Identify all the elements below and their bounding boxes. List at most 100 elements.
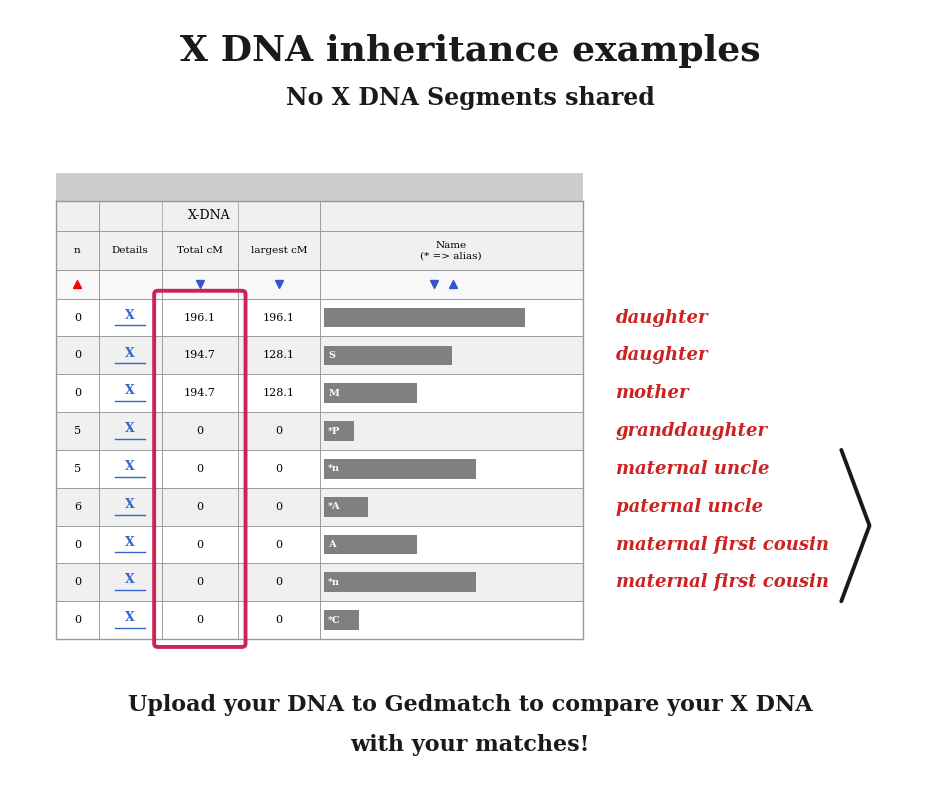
Bar: [238, 299, 320, 336]
Bar: [238, 563, 320, 601]
Text: 0: 0: [196, 615, 203, 625]
Text: X-DNA: X-DNA: [188, 210, 230, 222]
Text: mother: mother: [616, 385, 689, 402]
Bar: [56, 299, 99, 336]
Text: No X DNA Segments shared: No X DNA Segments shared: [286, 87, 654, 110]
Text: *n: *n: [328, 464, 340, 474]
Text: 0: 0: [275, 464, 282, 474]
Text: 0: 0: [275, 615, 282, 625]
Bar: [320, 412, 583, 450]
Bar: [238, 374, 320, 412]
Text: 0: 0: [275, 426, 282, 436]
Bar: [162, 526, 238, 563]
Bar: [56, 450, 99, 488]
Text: maternal first cousin: maternal first cousin: [616, 536, 829, 553]
Bar: [320, 231, 583, 270]
Bar: [324, 573, 476, 592]
Bar: [324, 459, 476, 478]
Text: 0: 0: [275, 540, 282, 549]
Bar: [99, 231, 162, 270]
Bar: [162, 299, 238, 336]
Bar: [99, 201, 320, 231]
Bar: [238, 336, 320, 374]
Bar: [320, 450, 583, 488]
Bar: [320, 526, 583, 563]
Text: M: M: [328, 388, 339, 398]
Text: daughter: daughter: [616, 347, 708, 364]
Bar: [238, 270, 320, 299]
Bar: [99, 374, 162, 412]
Text: 196.1: 196.1: [263, 313, 295, 322]
Text: X: X: [125, 460, 135, 473]
Text: 5: 5: [74, 464, 81, 474]
Text: X: X: [125, 574, 135, 586]
Text: 0: 0: [196, 578, 203, 587]
Text: 0: 0: [74, 540, 81, 549]
Bar: [320, 374, 583, 412]
Bar: [324, 308, 525, 327]
Bar: [324, 535, 417, 554]
Text: *A: *A: [328, 502, 340, 511]
Text: maternal first cousin: maternal first cousin: [616, 574, 829, 591]
Text: S: S: [328, 351, 335, 360]
Text: 128.1: 128.1: [263, 351, 295, 360]
Text: X: X: [125, 536, 135, 548]
Text: X: X: [125, 498, 135, 511]
Bar: [238, 412, 320, 450]
Text: X: X: [125, 347, 135, 359]
Bar: [162, 336, 238, 374]
Bar: [238, 231, 320, 270]
Bar: [320, 488, 583, 526]
Text: X: X: [125, 385, 135, 397]
Bar: [99, 299, 162, 336]
Bar: [99, 412, 162, 450]
Bar: [56, 374, 99, 412]
Bar: [320, 270, 583, 299]
Text: X: X: [125, 422, 135, 435]
Text: daughter: daughter: [616, 309, 708, 326]
Bar: [320, 336, 583, 374]
Bar: [56, 412, 99, 450]
Text: 128.1: 128.1: [263, 388, 295, 398]
Bar: [56, 173, 583, 201]
Text: 194.7: 194.7: [184, 351, 216, 360]
Bar: [324, 346, 451, 365]
Text: 6: 6: [74, 502, 81, 511]
Bar: [162, 488, 238, 526]
Text: 0: 0: [196, 540, 203, 549]
Bar: [99, 601, 162, 639]
Bar: [320, 563, 583, 601]
Text: Total cM: Total cM: [177, 246, 223, 255]
Bar: [99, 270, 162, 299]
Text: *n: *n: [328, 578, 340, 587]
Bar: [162, 231, 238, 270]
Bar: [56, 601, 99, 639]
Text: A: A: [328, 540, 336, 549]
Bar: [324, 384, 417, 403]
Text: *C: *C: [328, 615, 341, 625]
Bar: [162, 412, 238, 450]
Text: maternal uncle: maternal uncle: [616, 460, 769, 478]
Bar: [238, 488, 320, 526]
Text: *P: *P: [328, 426, 340, 436]
Text: largest cM: largest cM: [251, 246, 307, 255]
Text: n: n: [74, 246, 81, 255]
Bar: [238, 450, 320, 488]
Bar: [56, 526, 99, 563]
Text: X: X: [125, 309, 135, 322]
Bar: [324, 611, 358, 630]
Text: 0: 0: [74, 615, 81, 625]
Text: 0: 0: [275, 502, 282, 511]
Bar: [99, 336, 162, 374]
Bar: [320, 201, 583, 231]
Bar: [99, 450, 162, 488]
Bar: [162, 374, 238, 412]
Bar: [162, 270, 238, 299]
Bar: [56, 488, 99, 526]
Bar: [162, 601, 238, 639]
Text: Upload your DNA to Gedmatch to compare your X DNA: Upload your DNA to Gedmatch to compare y…: [128, 694, 812, 716]
Text: with your matches!: with your matches!: [351, 734, 589, 756]
Text: 0: 0: [275, 578, 282, 587]
Text: 194.7: 194.7: [184, 388, 216, 398]
Text: 0: 0: [196, 464, 203, 474]
